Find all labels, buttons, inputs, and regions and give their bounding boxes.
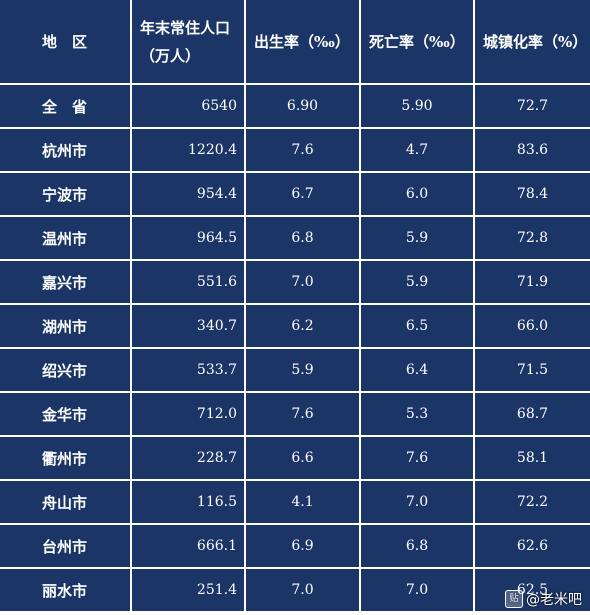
cell-death-rate: 7.0 — [360, 480, 475, 525]
table-row: 舟山市 116.5 4.1 7.0 72.2 — [0, 480, 590, 525]
cell-region: 杭州市 — [0, 128, 132, 173]
watermark: 贴 @老米吧 — [505, 589, 582, 609]
table-row: 丽水市 251.4 7.0 7.0 62.5 — [0, 568, 590, 611]
cell-death-rate: 5.9 — [360, 260, 475, 305]
header-birth-rate: 出生率（‰） — [245, 0, 361, 85]
cell-urbanization-rate: 68.7 — [474, 392, 590, 437]
cell-population: 340.7 — [131, 304, 246, 349]
cell-birth-rate: 6.2 — [245, 304, 361, 349]
cell-birth-rate: 4.1 — [245, 480, 361, 525]
table-row: 金华市 712.0 7.6 5.3 68.7 — [0, 392, 590, 437]
cell-population: 6540 — [131, 84, 246, 129]
table-body: 全 省 6540 6.90 5.90 72.7 杭州市 1220.4 7.6 4.7 83.6 宁波… — [0, 84, 590, 611]
cell-urbanization-rate: 62.5 — [474, 568, 590, 611]
cell-region: 舟山市 — [0, 480, 132, 525]
table-row: 台州市 666.1 6.9 6.8 62.6 — [0, 524, 590, 569]
cell-urbanization-rate: 72.7 — [474, 84, 590, 129]
cell-region: 金华市 — [0, 392, 132, 437]
cell-death-rate: 7.6 — [360, 436, 475, 481]
cell-birth-rate: 7.0 — [245, 260, 361, 305]
cell-urbanization-rate: 83.6 — [474, 128, 590, 173]
cell-region: 衢州市 — [0, 436, 132, 481]
table-header: 地 区 年末常住人口 （万人） 出生率（‰） 死亡率（‰） 城镇化率（%） — [0, 0, 590, 85]
cell-region: 温州市 — [0, 216, 132, 261]
cell-death-rate: 6.0 — [360, 172, 475, 217]
cell-birth-rate: 7.6 — [245, 392, 361, 437]
table-row: 宁波市 954.4 6.7 6.0 78.4 — [0, 172, 590, 217]
cell-death-rate: 6.5 — [360, 304, 475, 349]
cell-birth-rate: 6.9 — [245, 524, 361, 569]
cell-urbanization-rate: 66.0 — [474, 304, 590, 349]
cell-population: 228.7 — [131, 436, 246, 481]
cell-population: 116.5 — [131, 480, 246, 525]
cell-urbanization-rate: 72.2 — [474, 480, 590, 525]
header-death-rate: 死亡率（‰） — [360, 0, 475, 85]
cell-region: 嘉兴市 — [0, 260, 132, 305]
cell-death-rate: 4.7 — [360, 128, 475, 173]
cell-urbanization-rate: 62.6 — [474, 524, 590, 569]
cell-population: 954.4 — [131, 172, 246, 217]
table-row: 嘉兴市 551.6 7.0 5.9 71.9 — [0, 260, 590, 305]
table-row: 湖州市 340.7 6.2 6.5 66.0 — [0, 304, 590, 349]
cell-region: 湖州市 — [0, 304, 132, 349]
header-row: 地 区 年末常住人口 （万人） 出生率（‰） 死亡率（‰） 城镇化率（%） — [0, 0, 590, 85]
cell-population: 964.5 — [131, 216, 246, 261]
cell-birth-rate: 6.7 — [245, 172, 361, 217]
cell-death-rate: 5.9 — [360, 216, 475, 261]
cell-death-rate: 5.90 — [360, 84, 475, 129]
cell-death-rate: 5.3 — [360, 392, 475, 437]
cell-region: 丽水市 — [0, 568, 132, 611]
cell-birth-rate: 7.0 — [245, 568, 361, 611]
cell-region: 全 省 — [0, 84, 132, 129]
cell-population: 712.0 — [131, 392, 246, 437]
table-row: 绍兴市 533.7 5.9 6.4 71.5 — [0, 348, 590, 393]
header-population-line1: 年末常住人口 — [140, 18, 231, 37]
header-population: 年末常住人口 （万人） — [131, 0, 246, 85]
cell-birth-rate: 6.6 — [245, 436, 361, 481]
cell-region: 宁波市 — [0, 172, 132, 217]
cell-birth-rate: 5.9 — [245, 348, 361, 393]
cell-region: 绍兴市 — [0, 348, 132, 393]
cell-urbanization-rate: 78.4 — [474, 172, 590, 217]
cell-death-rate: 6.4 — [360, 348, 475, 393]
watermark-text: @老米吧 — [526, 592, 582, 608]
header-urbanization-rate: 城镇化率（%） — [474, 0, 590, 85]
cell-death-rate: 7.0 — [360, 568, 475, 611]
cell-birth-rate: 6.8 — [245, 216, 361, 261]
cell-urbanization-rate: 71.9 — [474, 260, 590, 305]
table-row: 衢州市 228.7 6.6 7.6 58.1 — [0, 436, 590, 481]
cell-urbanization-rate: 58.1 — [474, 436, 590, 481]
table-row: 全 省 6540 6.90 5.90 72.7 — [0, 84, 590, 129]
cell-death-rate: 6.8 — [360, 524, 475, 569]
cell-population: 251.4 — [131, 568, 246, 611]
header-region: 地 区 — [0, 0, 132, 85]
tieba-logo-icon: 贴 — [505, 590, 523, 608]
table-row: 杭州市 1220.4 7.6 4.7 83.6 — [0, 128, 590, 173]
cell-population: 666.1 — [131, 524, 246, 569]
cell-population: 551.6 — [131, 260, 246, 305]
cell-urbanization-rate: 72.8 — [474, 216, 590, 261]
table-row: 温州市 964.5 6.8 5.9 72.8 — [0, 216, 590, 261]
cell-birth-rate: 6.90 — [245, 84, 361, 129]
cell-region: 台州市 — [0, 524, 132, 569]
cell-population: 1220.4 — [131, 128, 246, 173]
cell-urbanization-rate: 71.5 — [474, 348, 590, 393]
cell-birth-rate: 7.6 — [245, 128, 361, 173]
cell-population: 533.7 — [131, 348, 246, 393]
header-population-line2: （万人） — [140, 46, 201, 65]
